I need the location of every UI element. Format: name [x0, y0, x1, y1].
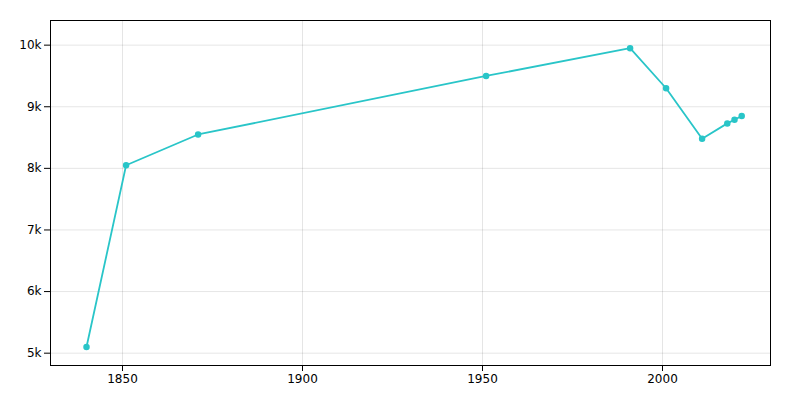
svg-text:1950: 1950 — [467, 372, 498, 386]
svg-text:1850: 1850 — [107, 372, 138, 386]
svg-text:10k: 10k — [19, 38, 41, 52]
svg-text:2000: 2000 — [647, 372, 678, 386]
svg-text:1900: 1900 — [287, 372, 318, 386]
svg-text:7k: 7k — [27, 223, 42, 237]
svg-text:8k: 8k — [27, 161, 42, 175]
svg-text:9k: 9k — [27, 100, 42, 114]
svg-text:6k: 6k — [27, 284, 42, 298]
svg-text:5k: 5k — [27, 346, 42, 360]
